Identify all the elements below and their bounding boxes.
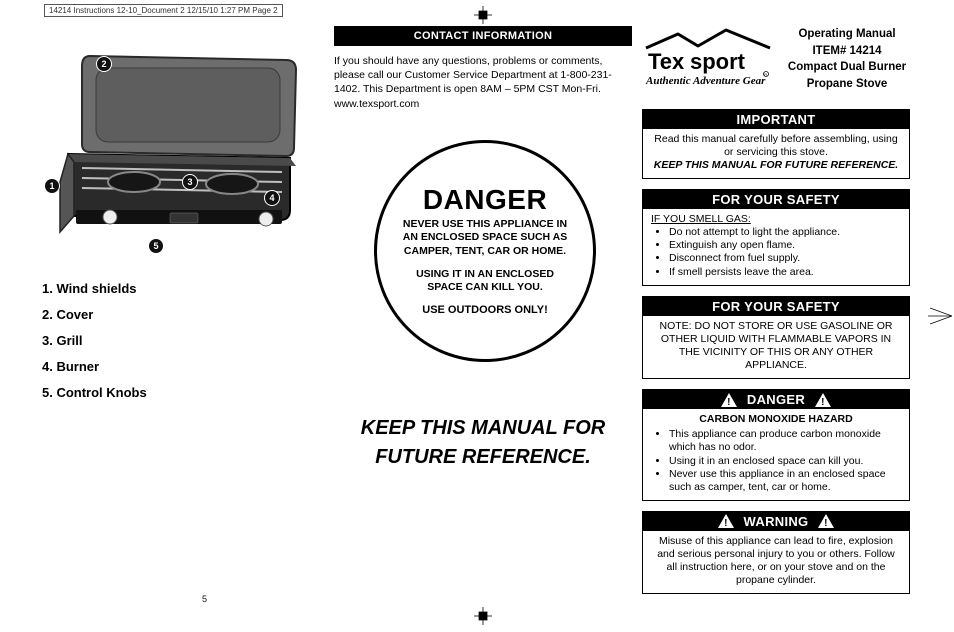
contact-body: If you should have any questions, proble… bbox=[334, 54, 632, 111]
manual-meta-l2: ITEM# 14214 bbox=[784, 43, 910, 60]
crop-mark-bottom bbox=[474, 607, 492, 630]
co-danger-header-text: DANGER bbox=[747, 392, 805, 407]
right-column: Tex sport Authentic Adventure Gear R Ope… bbox=[642, 26, 910, 594]
warning-triangle-icon: ! bbox=[818, 514, 834, 528]
safety-gasoline-body: NOTE: DO NOT STORE OR USE GASOLINE OR OT… bbox=[643, 316, 909, 379]
co-subhead: CARBON MONOXIDE HAZARD bbox=[651, 413, 901, 426]
callout-4: 4 bbox=[264, 190, 280, 206]
left-page: 1 2 3 4 5 1. Wind shields 2. Cover 3. Gr… bbox=[42, 42, 304, 406]
svg-text:!: ! bbox=[821, 397, 825, 407]
co-danger-header: ! DANGER ! bbox=[643, 390, 909, 409]
danger-line-1: NEVER USE THIS APPLIANCE IN AN ENCLOSED … bbox=[397, 218, 573, 257]
danger-circle: DANGER NEVER USE THIS APPLIANCE IN AN EN… bbox=[374, 140, 596, 362]
part-5: 5. Control Knobs bbox=[42, 380, 304, 406]
callout-1: 1 bbox=[44, 178, 60, 194]
co-item-1: This appliance can produce carbon monoxi… bbox=[669, 428, 901, 454]
warning-header: ! WARNING ! bbox=[643, 512, 909, 531]
svg-text:!: ! bbox=[825, 518, 829, 528]
warning-triangle-icon: ! bbox=[721, 393, 737, 407]
callout-3: 3 bbox=[182, 174, 198, 190]
svg-text:!: ! bbox=[724, 518, 728, 528]
page-number-5: 5 bbox=[202, 594, 207, 604]
warning-header-text: WARNING bbox=[744, 514, 809, 529]
callout-5: 5 bbox=[148, 238, 164, 254]
warning-triangle-icon: ! bbox=[718, 514, 734, 528]
svg-text:!: ! bbox=[727, 397, 731, 407]
brand-logo: Tex sport Authentic Adventure Gear R bbox=[642, 26, 774, 90]
parts-list: 1. Wind shields 2. Cover 3. Grill 4. Bur… bbox=[42, 276, 304, 406]
danger-title: DANGER bbox=[423, 184, 547, 216]
svg-text:Tex: Tex bbox=[648, 49, 685, 74]
manual-meta-l4: Propane Stove bbox=[784, 76, 910, 93]
manual-meta-l3: Compact Dual Burner bbox=[784, 59, 910, 76]
callout-2: 2 bbox=[96, 56, 112, 72]
manual-meta-l1: Operating Manual bbox=[784, 26, 910, 43]
svg-text:sport: sport bbox=[690, 49, 746, 74]
safety-gas-item-2: Extinguish any open flame. bbox=[669, 239, 901, 252]
part-3: 3. Grill bbox=[42, 328, 304, 354]
safety-gas-item-1: Do not attempt to light the appliance. bbox=[669, 226, 901, 239]
important-line2: KEEP THIS MANUAL FOR FUTURE REFERENCE. bbox=[651, 159, 901, 172]
co-item-3: Never use this appliance in an enclosed … bbox=[669, 468, 901, 494]
safety-gasoline-box: FOR YOUR SAFETY NOTE: DO NOT STORE OR US… bbox=[642, 296, 910, 380]
danger-line-3: USE OUTDOORS ONLY! bbox=[422, 304, 548, 318]
part-2: 2. Cover bbox=[42, 302, 304, 328]
safety-gas-lead: IF YOU SMELL GAS: bbox=[651, 213, 901, 226]
manual-meta: Operating Manual ITEM# 14214 Compact Dua… bbox=[784, 26, 910, 93]
crop-mark-right bbox=[928, 306, 952, 326]
keep-manual-callout: KEEP THIS MANUAL FOR FUTURE REFERENCE. bbox=[334, 414, 632, 472]
co-item-2: Using it in an enclosed space can kill y… bbox=[669, 455, 901, 468]
danger-line-2: USING IT IN AN ENCLOSED SPACE CAN KILL Y… bbox=[397, 268, 573, 294]
important-box: IMPORTANT Read this manual carefully bef… bbox=[642, 109, 910, 179]
warning-body: Misuse of this appliance can lead to fir… bbox=[643, 531, 909, 594]
stove-illustration: 1 2 3 4 5 bbox=[42, 42, 304, 252]
print-meta: 14214 Instructions 12-10_Document 2 12/1… bbox=[44, 4, 283, 17]
important-line1: Read this manual carefully before assemb… bbox=[651, 133, 901, 159]
contact-section: CONTACT INFORMATION If you should have a… bbox=[334, 26, 632, 111]
warning-triangle-icon: ! bbox=[815, 393, 831, 407]
safety-gas-item-4: If smell persists leave the area. bbox=[669, 266, 901, 279]
co-danger-box: ! DANGER ! CARBON MONOXIDE HAZARD This a… bbox=[642, 389, 910, 501]
svg-text:Authentic Adventure Gear: Authentic Adventure Gear bbox=[645, 75, 766, 87]
contact-header: CONTACT INFORMATION bbox=[334, 26, 632, 46]
part-1: 1. Wind shields bbox=[42, 276, 304, 302]
part-4: 4. Burner bbox=[42, 354, 304, 380]
safety-gas-item-3: Disconnect from fuel supply. bbox=[669, 252, 901, 265]
safety-gas-box: FOR YOUR SAFETY IF YOU SMELL GAS: Do not… bbox=[642, 189, 910, 286]
safety-gasoline-header: FOR YOUR SAFETY bbox=[643, 297, 909, 316]
safety-gas-header: FOR YOUR SAFETY bbox=[643, 190, 909, 209]
warning-box: ! WARNING ! Misuse of this appliance can… bbox=[642, 511, 910, 595]
important-header: IMPORTANT bbox=[643, 110, 909, 129]
svg-text:R: R bbox=[764, 72, 767, 77]
